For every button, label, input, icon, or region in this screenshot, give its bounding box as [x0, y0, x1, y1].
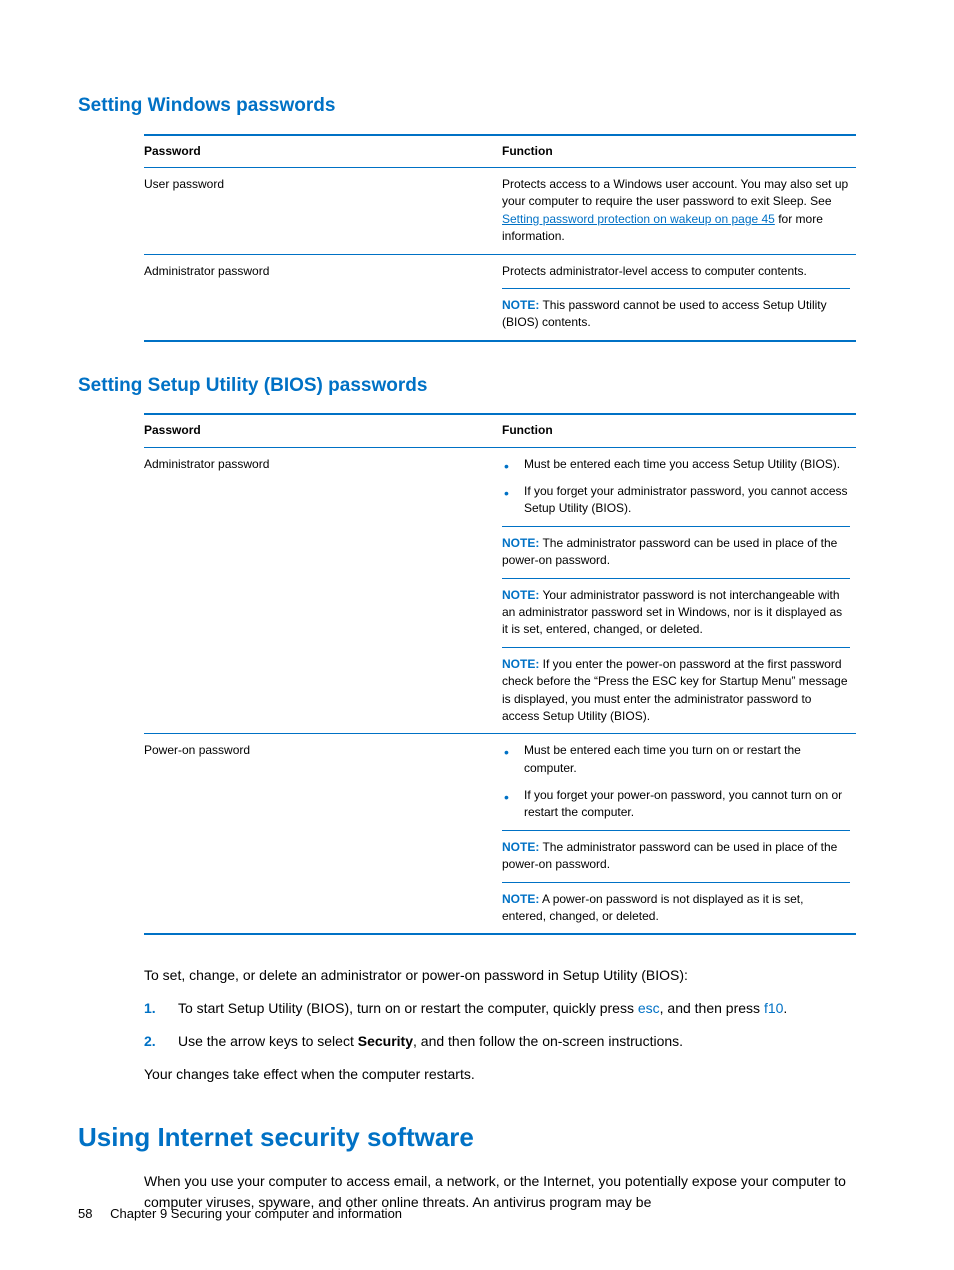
note: NOTE: This password cannot be used to ac… — [502, 297, 850, 332]
table-row: User password Protects access to a Windo… — [144, 167, 856, 254]
page-number: 58 — [78, 1206, 92, 1221]
note-text: A power-on password is not displayed as … — [502, 892, 803, 923]
note-text: If you enter the power-on password at th… — [502, 657, 848, 723]
note-label: NOTE: — [502, 588, 539, 602]
heading-internet-security: Using Internet security software — [78, 1119, 862, 1157]
cell-function: Protects access to a Windows user accoun… — [502, 167, 856, 254]
cell-function: Must be entered each time you turn on or… — [502, 734, 856, 935]
table-row: Power-on password Must be entered each t… — [144, 734, 856, 935]
note-text: The administrator password can be used i… — [502, 536, 837, 567]
note-label: NOTE: — [502, 657, 539, 671]
list-item: Must be entered each time you access Set… — [502, 456, 850, 473]
table-row: Administrator password Protects administ… — [144, 254, 856, 341]
cell-function: Must be entered each time you access Set… — [502, 447, 856, 734]
text: Protects access to a Windows user accoun… — [502, 177, 848, 208]
note-text: The administrator password can be used i… — [502, 840, 837, 871]
note: NOTE: The administrator password can be … — [502, 535, 850, 570]
divider — [502, 830, 850, 831]
cell-password-name: Administrator password — [144, 254, 502, 341]
link-wakeup-protection[interactable]: Setting password protection on wakeup on… — [502, 212, 775, 226]
divider — [502, 882, 850, 883]
note-label: NOTE: — [502, 536, 539, 550]
bullet-list: Must be entered each time you turn on or… — [502, 742, 850, 822]
list-item: Must be entered each time you turn on or… — [502, 742, 850, 777]
column-header-function: Function — [502, 135, 856, 168]
note-label: NOTE: — [502, 892, 539, 906]
column-header-password: Password — [144, 135, 502, 168]
divider — [502, 578, 850, 579]
divider — [502, 288, 850, 289]
cell-function: Protects administrator-level access to c… — [502, 254, 856, 341]
note-text: Your administrator password is not inter… — [502, 588, 842, 637]
text: Protects administrator-level access to c… — [502, 263, 850, 280]
note: NOTE: A power-on password is not display… — [502, 891, 850, 926]
document-page: Setting Windows passwords Password Funct… — [0, 0, 954, 1270]
paragraph-intro: To set, change, or delete an administrat… — [144, 965, 862, 986]
note-label: NOTE: — [502, 840, 539, 854]
table-bios-passwords: Password Function Administrator password… — [144, 413, 856, 935]
list-item: If you forget your power-on password, yo… — [502, 787, 850, 822]
heading-windows-passwords: Setting Windows passwords — [78, 92, 862, 120]
table-row: Administrator password Must be entered e… — [144, 447, 856, 734]
note: NOTE: The administrator password can be … — [502, 839, 850, 874]
column-header-function: Function — [502, 414, 856, 447]
divider — [502, 526, 850, 527]
step-item: 1. To start Setup Utility (BIOS), turn o… — [144, 998, 862, 1019]
step-number: 1. — [144, 998, 156, 1019]
text: , and then follow the on-screen instruct… — [413, 1033, 683, 1049]
bullet-list: Must be entered each time you access Set… — [502, 456, 850, 518]
heading-bios-passwords: Setting Setup Utility (BIOS) passwords — [78, 372, 862, 400]
text: Use the arrow keys to select — [178, 1033, 358, 1049]
ordered-steps: 1. To start Setup Utility (BIOS), turn o… — [144, 998, 862, 1052]
column-header-password: Password — [144, 414, 502, 447]
cell-password-name: Power-on password — [144, 734, 502, 935]
divider — [502, 647, 850, 648]
list-item: If you forget your administrator passwor… — [502, 483, 850, 518]
page-footer: 58 Chapter 9 Securing your computer and … — [78, 1205, 402, 1224]
key-esc: esc — [638, 1000, 660, 1016]
note: NOTE: Your administrator password is not… — [502, 587, 850, 639]
text: To start Setup Utility (BIOS), turn on o… — [178, 1000, 638, 1016]
text-bold-security: Security — [358, 1033, 413, 1049]
text: . — [783, 1000, 787, 1016]
note: NOTE: If you enter the power-on password… — [502, 656, 850, 726]
step-item: 2. Use the arrow keys to select Security… — [144, 1031, 862, 1052]
step-number: 2. — [144, 1031, 156, 1052]
note-label: NOTE: — [502, 298, 539, 312]
cell-password-name: User password — [144, 167, 502, 254]
chapter-title: Chapter 9 Securing your computer and inf… — [110, 1206, 402, 1221]
table-windows-passwords: Password Function User password Protects… — [144, 134, 856, 342]
note-text: This password cannot be used to access S… — [502, 298, 827, 329]
key-f10: f10 — [764, 1000, 783, 1016]
paragraph-closing: Your changes take effect when the comput… — [144, 1064, 862, 1085]
text: , and then press — [660, 1000, 764, 1016]
cell-password-name: Administrator password — [144, 447, 502, 734]
